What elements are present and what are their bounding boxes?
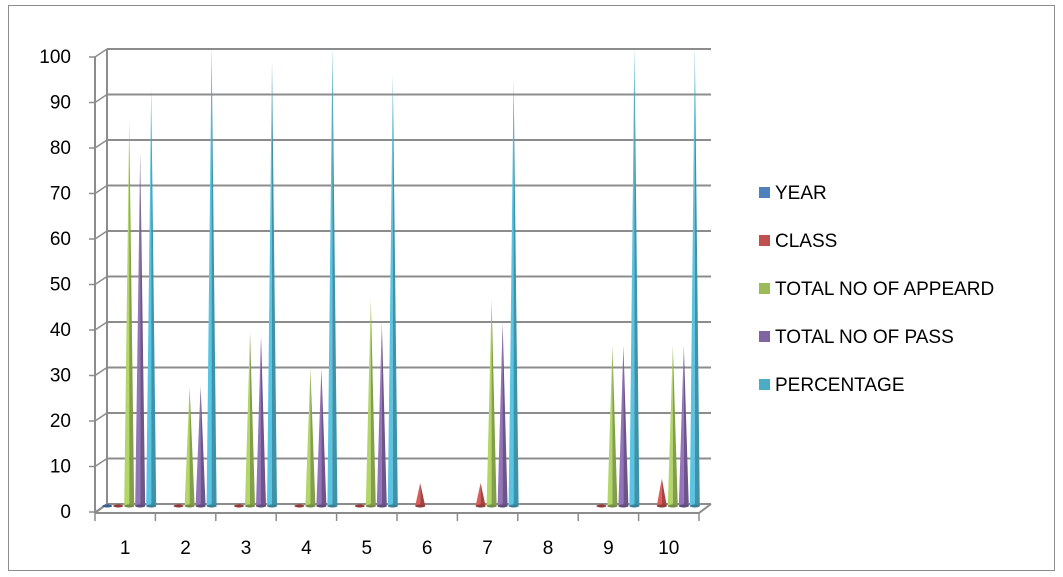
x-tick-label: 8	[543, 538, 554, 559]
cone-percentage	[267, 60, 277, 508]
y-tick-label: 40	[50, 320, 71, 341]
legend-label: TOTAL NO OF PASS	[775, 327, 954, 348]
legend-label: PERCENTAGE	[775, 375, 905, 396]
legend-label: CLASS	[775, 231, 837, 252]
cone-class	[294, 503, 305, 508]
cone-percentage	[327, 47, 338, 508]
gridline-left-wall	[94, 48, 108, 58]
gridline-left-wall	[94, 321, 108, 331]
cone-percentage	[146, 88, 157, 508]
cone-total-no-of-pass	[497, 322, 508, 508]
gridline-left-wall	[94, 457, 108, 468]
cone-percentage	[206, 47, 217, 508]
cone-class	[234, 503, 244, 508]
x-axis-ticks: 1 2 3 4 5 6 7 8 9 10	[94, 513, 700, 559]
y-tick-label: 60	[50, 229, 71, 250]
cone-total-no-of-pass	[256, 336, 266, 508]
cone-class	[354, 503, 365, 508]
data-cones	[102, 47, 700, 508]
x-tick-label: 10	[658, 538, 679, 559]
cone-total-no-of-appeard	[365, 299, 376, 508]
cone-year	[102, 503, 113, 508]
gridline-left-wall	[94, 93, 108, 104]
x-tick-label: 4	[301, 538, 312, 559]
legend-swatch	[759, 283, 770, 294]
chart-frame: 0 10 20 30 40 50 60 70 80 90 100 1 2 3 4 5 6 7 8 9 10 YEAR C…	[8, 5, 1055, 571]
cone-total-no-of-pass	[316, 368, 327, 508]
cone-percentage	[689, 47, 700, 508]
cone-total-no-of-pass	[618, 345, 629, 508]
legend-label: YEAR	[775, 183, 827, 204]
gridline-left-wall	[94, 275, 108, 286]
cone-percentage	[387, 74, 398, 508]
gridline-left-wall	[94, 230, 108, 240]
gridline-left-wall	[94, 139, 108, 149]
cone-class	[173, 503, 184, 508]
cone-class	[656, 478, 667, 508]
cone-total-no-of-pass	[195, 386, 206, 508]
cone-total-no-of-appeard	[124, 120, 135, 508]
y-tick-label: 10	[50, 457, 71, 478]
legend-swatch	[759, 331, 770, 342]
cone-class	[596, 503, 607, 508]
y-tick-label: 30	[50, 366, 71, 387]
cone-total-no-of-appeard	[486, 299, 497, 508]
cone-total-no-of-appeard	[245, 331, 255, 508]
x-tick-label: 2	[180, 538, 191, 559]
y-tick-label: 50	[50, 275, 71, 296]
floor-right-edge	[698, 503, 712, 514]
cone-total-no-of-pass	[376, 322, 387, 508]
cone-class	[113, 503, 124, 508]
cone-total-no-of-appeard	[305, 368, 316, 508]
cone-total-no-of-pass	[135, 152, 146, 508]
legend: YEAR CLASS TOTAL NO OF APPEARD TOTAL NO OF …	[759, 183, 994, 396]
gridline-left-wall	[94, 412, 108, 422]
cone-class	[415, 483, 426, 508]
y-tick-label: 0	[60, 502, 71, 523]
legend-swatch	[759, 187, 770, 198]
legend-swatch	[759, 379, 770, 390]
cone-chart: 0 10 20 30 40 50 60 70 80 90 100 1 2 3 4 5 6 7 8 9 10 YEAR C…	[39, 47, 994, 559]
x-tick-label: 5	[362, 538, 373, 559]
gridline-left-wall	[94, 184, 108, 195]
gridline-left-wall	[94, 366, 108, 377]
y-axis-ticks: 0 10 20 30 40 50 60 70 80 90 100	[39, 47, 95, 523]
legend-label: TOTAL NO OF APPEARD	[775, 279, 994, 300]
y-tick-label: 100	[39, 47, 71, 68]
cone-total-no-of-appeard	[184, 386, 195, 508]
y-tick-label: 20	[50, 411, 71, 432]
cone-total-no-of-appeard	[667, 345, 678, 508]
x-tick-label: 3	[241, 538, 252, 559]
cone-percentage	[508, 79, 519, 508]
cone-class	[475, 483, 486, 508]
x-tick-label: 7	[482, 538, 493, 559]
legend-swatch	[759, 235, 770, 246]
x-tick-label: 9	[603, 538, 614, 559]
cone-total-no-of-appeard	[607, 345, 618, 508]
y-tick-label: 80	[50, 138, 71, 159]
x-tick-label: 6	[422, 538, 433, 559]
cone-percentage	[629, 47, 640, 508]
x-tick-label: 1	[120, 538, 131, 559]
y-tick-label: 70	[50, 184, 71, 205]
y-tick-label: 90	[50, 93, 71, 114]
cone-total-no-of-pass	[678, 345, 689, 508]
